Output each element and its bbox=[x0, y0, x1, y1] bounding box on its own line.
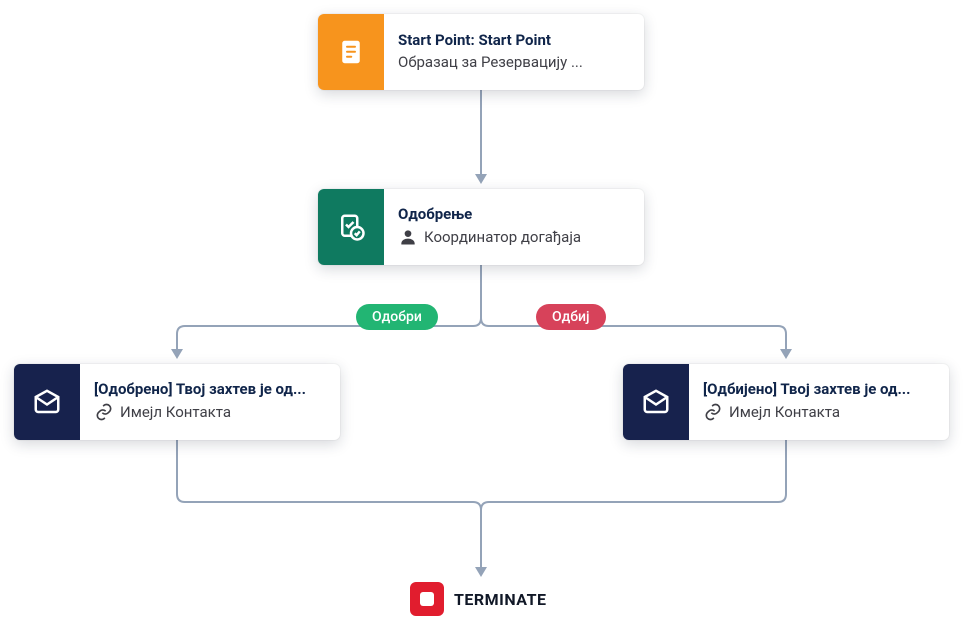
node-rejected-accent bbox=[623, 364, 689, 440]
node-approved-email[interactable]: [Одобрено] Твој захтев је од... Имејл Ко… bbox=[14, 364, 340, 440]
node-start-subtitle: Образац за Резервацију ... bbox=[398, 53, 583, 71]
person-icon bbox=[398, 227, 418, 247]
form-icon bbox=[336, 37, 366, 67]
email-icon bbox=[32, 387, 62, 417]
connections-layer bbox=[0, 0, 968, 633]
node-approved-subtitle: Имејл Контакта bbox=[120, 403, 231, 421]
node-approval-accent bbox=[318, 189, 384, 265]
node-start[interactable]: Start Point: Start Point Образац за Резе… bbox=[318, 14, 644, 90]
terminate-label: TERMINATE bbox=[454, 590, 547, 609]
stop-icon bbox=[419, 591, 435, 607]
approval-icon bbox=[336, 212, 366, 242]
node-rejected-email[interactable]: [Одбијено] Твој захтев је од... Имејл Ко… bbox=[623, 364, 949, 440]
node-approval[interactable]: Одобрење Координатор догађаја bbox=[318, 189, 644, 265]
terminate-badge bbox=[410, 582, 444, 616]
email-icon bbox=[641, 387, 671, 417]
node-start-accent bbox=[318, 14, 384, 90]
node-rejected-subtitle: Имејл Контакта bbox=[729, 403, 840, 421]
edge-approved-terminate bbox=[177, 440, 481, 571]
link-icon bbox=[94, 402, 114, 422]
node-start-title: Start Point: Start Point bbox=[398, 31, 583, 49]
node-approval-title: Одобрење bbox=[398, 205, 581, 223]
node-approved-accent bbox=[14, 364, 80, 440]
node-approved-title: [Одобрено] Твој захтев је од... bbox=[94, 380, 306, 398]
link-icon bbox=[703, 402, 723, 422]
pill-reject[interactable]: Одбиј bbox=[536, 304, 606, 330]
edge-rejected-terminate bbox=[481, 440, 786, 571]
flow-canvas: Start Point: Start Point Образац за Резе… bbox=[0, 0, 968, 633]
edge-approval-rejected bbox=[481, 265, 786, 353]
terminate[interactable]: TERMINATE bbox=[410, 582, 547, 616]
node-rejected-title: [Одбијено] Твој захтев је од... bbox=[703, 380, 911, 398]
pill-approve[interactable]: Одобри bbox=[356, 304, 438, 330]
node-approval-subtitle: Координатор догађаја bbox=[424, 228, 581, 246]
